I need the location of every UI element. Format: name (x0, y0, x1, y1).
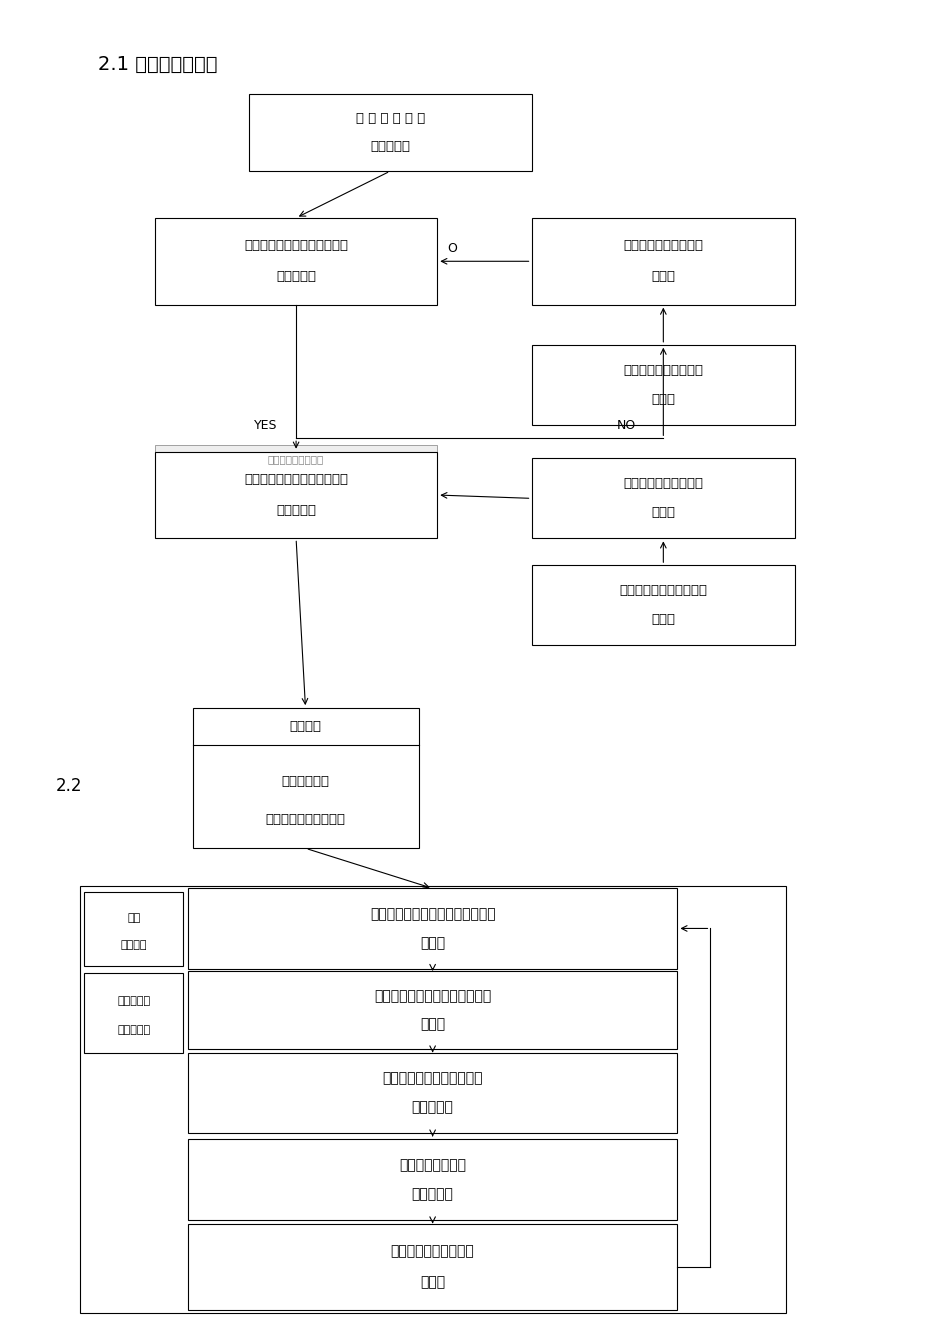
FancyBboxPatch shape (188, 1140, 677, 1219)
Text: 开始施工: 开始施工 (290, 720, 321, 734)
Text: 上报质量保证体系文件: 上报质量保证体系文件 (623, 239, 703, 253)
Text: 工程隐蔽进入下道工序: 工程隐蔽进入下道工序 (390, 1245, 474, 1258)
Text: 设计变更的问价文件: 设计变更的问价文件 (268, 454, 324, 465)
Text: 承包商: 承包商 (652, 613, 675, 626)
Text: 审批隐蔽工程记录: 审批隐蔽工程记录 (399, 1159, 466, 1172)
FancyBboxPatch shape (188, 1052, 677, 1133)
Text: 监理工程师: 监理工程师 (411, 1187, 453, 1202)
Text: 隐蔽工程、记录的现场核验: 隐蔽工程、记录的现场核验 (382, 1071, 483, 1086)
FancyBboxPatch shape (155, 218, 437, 305)
Text: 执行设备材: 执行设备材 (117, 1025, 150, 1035)
Text: 人员培训考核、修改计划: 人员培训考核、修改计划 (619, 585, 708, 597)
Text: 监理工程师: 监理工程师 (276, 504, 316, 517)
FancyBboxPatch shape (249, 94, 531, 171)
Text: 上报人员资质资源计划: 上报人员资质资源计划 (623, 477, 703, 491)
FancyBboxPatch shape (531, 345, 795, 425)
Text: O: O (446, 242, 457, 254)
Text: 承包商: 承包商 (652, 270, 675, 284)
Text: 施工: 施工 (127, 913, 141, 923)
FancyBboxPatch shape (193, 708, 419, 848)
FancyBboxPatch shape (85, 973, 183, 1052)
Text: 设备材料进: 设备材料进 (117, 996, 150, 1005)
FancyBboxPatch shape (188, 1223, 677, 1310)
Text: 监理工程师: 监理工程师 (370, 140, 410, 153)
FancyBboxPatch shape (155, 452, 437, 539)
Text: 承包商: 承包商 (420, 935, 446, 950)
FancyBboxPatch shape (531, 458, 795, 539)
FancyBboxPatch shape (531, 218, 795, 305)
Text: 执行施工: 执行施工 (121, 941, 147, 950)
FancyBboxPatch shape (155, 445, 437, 474)
Text: 承包商: 承包商 (652, 507, 675, 519)
Text: 修改质量保证体系文件: 修改质量保证体系文件 (623, 364, 703, 376)
Text: YES: YES (254, 418, 277, 431)
Text: 审查承包商人员资质资源计划: 审查承包商人员资质资源计划 (244, 473, 348, 487)
Text: 填写隐蔽工程记录、报验申请表: 填写隐蔽工程记录、报验申请表 (374, 989, 491, 1003)
FancyBboxPatch shape (188, 888, 677, 969)
Text: 暗配管、暗装设备、暗接地线施工: 暗配管、暗装设备、暗接地线施工 (370, 907, 496, 921)
Text: 承包商: 承包商 (652, 392, 675, 406)
FancyBboxPatch shape (531, 564, 795, 645)
Text: 2.1 开工前质量控制: 2.1 开工前质量控制 (99, 55, 218, 74)
Text: 设计变更审查: 设计变更审查 (281, 775, 330, 788)
Text: 承包商: 承包商 (420, 1275, 446, 1290)
Text: 执行设计变更管理程序: 执行设计变更管理程序 (265, 813, 346, 827)
FancyBboxPatch shape (85, 892, 183, 966)
FancyBboxPatch shape (188, 972, 677, 1048)
Text: 监理工程师: 监理工程师 (411, 1101, 453, 1114)
Text: 2.2: 2.2 (56, 777, 83, 794)
FancyBboxPatch shape (80, 886, 786, 1313)
Text: 监理工程师: 监理工程师 (276, 270, 316, 284)
Text: 自 身 准 备 工 作: 自 身 准 备 工 作 (355, 112, 425, 125)
Text: 审查承包商质量保证体系文件: 审查承包商质量保证体系文件 (244, 239, 348, 253)
Text: NO: NO (617, 418, 636, 431)
Text: 承包商: 承包商 (420, 1017, 446, 1031)
